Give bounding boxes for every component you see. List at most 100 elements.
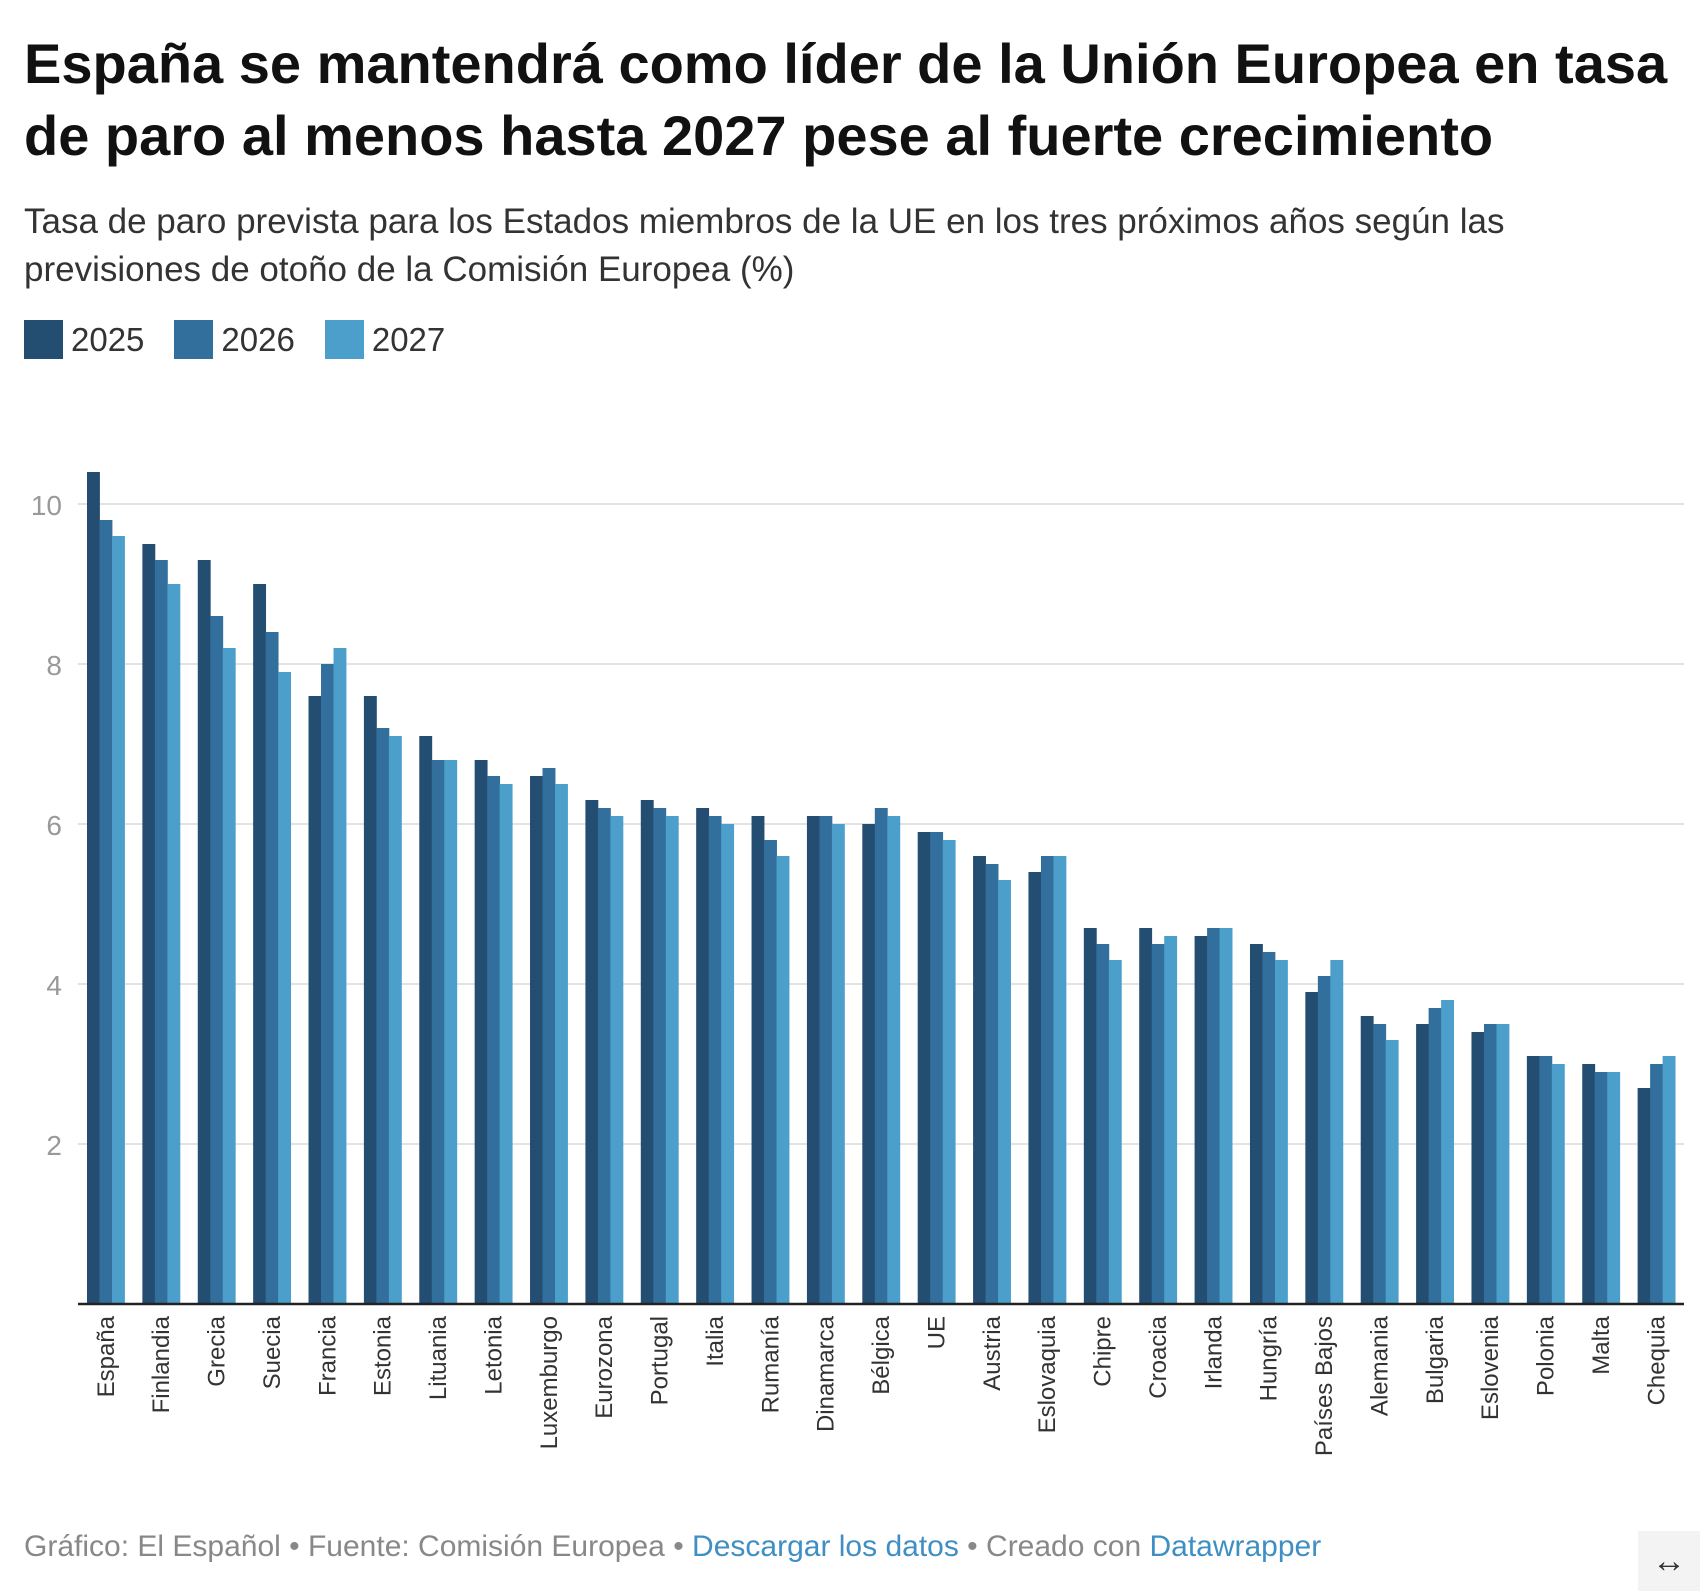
bar-2025 [1305, 992, 1319, 1304]
download-data-link[interactable]: Descargar los datos [692, 1530, 959, 1563]
bar-2026 [764, 840, 777, 1304]
bar-2027 [112, 536, 125, 1304]
bar-2027 [1108, 960, 1122, 1304]
x-tick-label: Estonia [370, 1315, 397, 1396]
legend-item-2026: 2026 [174, 320, 295, 359]
bar-2027 [1662, 1056, 1676, 1304]
x-tick-label: UE [923, 1316, 950, 1349]
legend-item-2027: 2027 [324, 320, 446, 359]
legend-item-2025: 2025 [24, 320, 144, 359]
bar-2027 [278, 672, 292, 1304]
x-tick-label: Rumanía [757, 1315, 784, 1413]
bar-2027 [1219, 928, 1233, 1304]
chart-subtitle: Tasa de paro prevista para los Estados m… [24, 202, 1505, 289]
x-tick-label: Italia [702, 1315, 729, 1366]
bar-2025 [917, 832, 931, 1304]
footer-source: Fuente: Comisión Europea [307, 1530, 665, 1563]
bar-2025 [253, 584, 267, 1304]
x-tick-label: Bulgaria [1422, 1315, 1449, 1404]
x-tick-label: Eslovenia [1477, 1315, 1504, 1420]
bar-2027 [1274, 960, 1288, 1304]
bar-2027 [776, 856, 790, 1304]
bar-2025 [474, 760, 488, 1304]
bar-2026 [1317, 976, 1331, 1304]
bar-2027 [1330, 960, 1344, 1304]
datawrapper-link[interactable]: Datawrapper [1149, 1530, 1322, 1563]
bar-2026 [487, 776, 501, 1304]
y-tick-label: 10 [31, 490, 62, 521]
x-tick-label: Irlanda [1200, 1315, 1227, 1389]
x-tick-label: Luxemburgo [536, 1316, 563, 1449]
bar-2027 [333, 648, 347, 1304]
legend-label-2025: 2025 [71, 320, 145, 358]
bar-2025 [1194, 936, 1208, 1304]
bar-2025 [363, 696, 377, 1304]
x-tick-label: Lituania [425, 1315, 452, 1400]
legend: 2025 2026 2027 [24, 320, 475, 359]
y-tick-label: 4 [46, 970, 62, 1001]
bar-2026 [1594, 1072, 1608, 1304]
bar-2027 [1551, 1064, 1565, 1304]
bar-2025 [1028, 872, 1042, 1304]
footer-credit: Gráfico: El Español [24, 1530, 281, 1563]
bar-2026 [1650, 1064, 1664, 1304]
y-tick-label: 6 [46, 810, 62, 841]
bar-2026 [597, 808, 611, 1304]
legend-swatch-2026 [174, 320, 214, 359]
bar-2025 [1637, 1088, 1651, 1304]
bar-2027 [222, 648, 236, 1304]
legend-label-2027: 2027 [371, 320, 446, 358]
x-tick-label: Portugal [647, 1316, 674, 1405]
bar-2025 [640, 800, 654, 1304]
bar-2025 [142, 544, 156, 1304]
x-tick-label: Malta [1588, 1315, 1615, 1374]
x-tick-label: España [93, 1315, 120, 1397]
bar-2026 [985, 864, 999, 1304]
bar-2027 [665, 816, 679, 1304]
x-tick-label: Finlandia [148, 1315, 175, 1413]
bar-2026 [930, 832, 944, 1304]
bar-2026 [1539, 1056, 1553, 1304]
bar-2027 [831, 824, 845, 1304]
bar-2027 [499, 784, 513, 1304]
bar-2027 [167, 584, 181, 1304]
bar-2027 [388, 736, 402, 1304]
bar-2025 [1582, 1064, 1596, 1304]
x-tick-label: Dinamarca [813, 1315, 840, 1432]
x-tick-label: Grecia [204, 1315, 231, 1386]
bar-2025 [696, 808, 710, 1304]
bar-2026 [265, 632, 279, 1304]
bar-2027 [1385, 1040, 1399, 1304]
x-tick-label: Hungría [1256, 1315, 1283, 1401]
chart-title: España se mantendrá como líder de la Uni… [24, 32, 1668, 167]
x-tick-label: Chipre [1090, 1316, 1117, 1387]
bar-2025 [751, 816, 765, 1304]
x-tick-label: Países Bajos [1311, 1316, 1338, 1456]
bar-2026 [154, 560, 168, 1304]
bar-2027 [1607, 1072, 1621, 1304]
bar-2025 [308, 696, 322, 1304]
bar-2025 [1360, 1016, 1374, 1304]
x-tick-label: Eslovaquia [1034, 1315, 1061, 1433]
bar-2026 [321, 664, 334, 1304]
footer-separator: • [958, 1530, 987, 1563]
bar-2026 [1483, 1024, 1497, 1304]
bar-2025 [1471, 1032, 1485, 1304]
bar-2027 [887, 816, 901, 1304]
bar-2025 [1249, 944, 1263, 1304]
bar-2027 [555, 784, 568, 1304]
bar-2026 [1207, 928, 1220, 1304]
bar-2025 [197, 560, 211, 1304]
bar-2026 [819, 816, 833, 1304]
footer-separator: • [280, 1530, 308, 1563]
bar-2026 [1428, 1008, 1442, 1304]
bar-chart: 2 4 6 8 10 España Finlandia Grecia Suecia Francia… [31, 472, 1684, 1456]
x-tick-label: Eurozona [591, 1315, 618, 1418]
bar-2027 [998, 880, 1011, 1304]
expand-icon[interactable]: ↔ [1638, 1531, 1700, 1591]
x-tick-label: Bélgica [868, 1315, 895, 1394]
bar-2025 [87, 472, 100, 1304]
footer: Gráfico: El Español • Fuente: Comisión E… [24, 1530, 1321, 1564]
bar-2026 [1262, 952, 1276, 1304]
bar-2027 [1496, 1024, 1510, 1304]
